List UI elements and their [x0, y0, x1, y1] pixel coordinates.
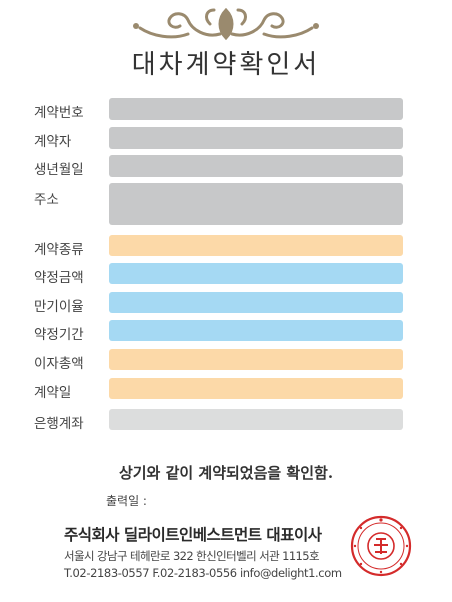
- field-label: 약정금액: [34, 270, 84, 286]
- field-label: 계약자: [34, 134, 72, 150]
- contractor-field: [109, 127, 403, 149]
- company-address: 서울시 강남구 테헤란로 322 한신인터벨리 서관 1115호: [64, 549, 320, 563]
- company-contact: T.02-2183-0557 F.02-2183-0556 info@delig…: [64, 566, 342, 580]
- contract-date-field: [109, 378, 403, 399]
- print-date-label: 출력일 :: [106, 494, 147, 508]
- field-label: 은행계좌: [34, 416, 84, 432]
- agreed-amount-field: [109, 263, 403, 284]
- field-label: 계약번호: [34, 105, 84, 121]
- field-label: 생년월일: [34, 162, 84, 178]
- print-date: 출력일 :: [106, 492, 147, 509]
- address-field: [109, 183, 403, 225]
- total-interest-field: [109, 349, 403, 370]
- company-seal-stamp: [350, 515, 412, 577]
- field-label: 주소: [34, 192, 59, 208]
- bank-account-field: [109, 409, 403, 430]
- contract-number-field: [109, 98, 403, 120]
- field-label: 이자총액: [34, 356, 84, 372]
- agreed-period-field: [109, 320, 403, 341]
- company-representative: 주식회사 딜라이트인베스트먼트 대표이사: [64, 526, 322, 544]
- contract-type-field: [109, 235, 403, 256]
- document-title: 대차계약확인서: [131, 50, 321, 80]
- field-label: 계약일: [34, 385, 72, 401]
- maturity-rate-field: [109, 292, 403, 313]
- birth-date-field: [109, 155, 403, 177]
- confirmation-statement: 상기와 같이 계약되었음을 확인함.: [118, 464, 334, 482]
- field-label: 만기이율: [34, 299, 84, 315]
- field-label: 약정기간: [34, 327, 84, 343]
- field-label: 계약종류: [34, 242, 84, 258]
- decorative-ornament: [133, 7, 319, 41]
